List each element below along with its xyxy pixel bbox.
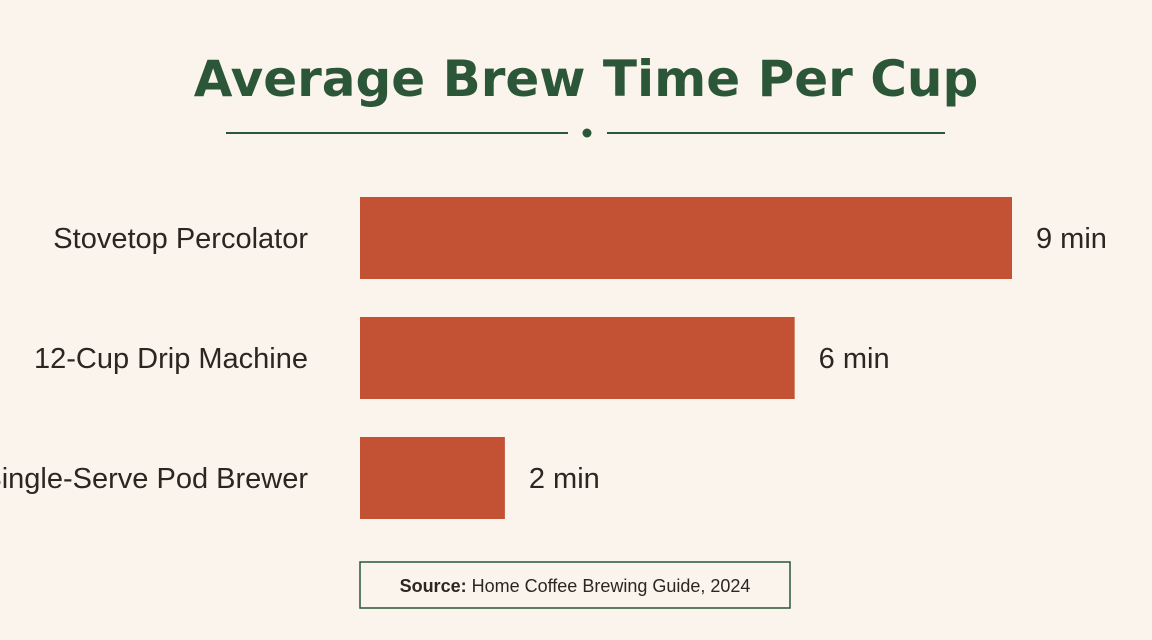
source-label: Source:: [400, 576, 467, 596]
bar-stovetop-percolator: [360, 197, 1012, 279]
bar-single-serve-pod-brewer: [360, 437, 505, 519]
source-line: Source: Home Coffee Brewing Guide, 2024: [400, 576, 751, 596]
chart-title: Average Brew Time Per Cup: [194, 50, 979, 108]
source-border: [359, 561, 791, 609]
bar-12-cup-drip-machine: [360, 317, 795, 399]
bars: Stovetop Percolator 9 min 12-Cup Drip Mach…: [0, 197, 1107, 519]
divider-dot: [582, 128, 592, 138]
category-label-stovetop-percolator: Stovetop Percolator: [53, 223, 308, 255]
value-label-12-cup-drip-machine: 6 min: [819, 343, 890, 375]
title-divider: [226, 128, 945, 138]
category-label-12-cup-drip-machine: 12-Cup Drip Machine: [34, 343, 308, 375]
category-label-single-serve-pod-brewer: Single-Serve Pod Brewer: [0, 463, 308, 495]
value-label-stovetop-percolator: 9 min: [1036, 223, 1107, 255]
source-box: Source: Home Coffee Brewing Guide, 2024: [359, 561, 791, 609]
value-label-single-serve-pod-brewer: 2 min: [529, 463, 600, 495]
source-text: Home Coffee Brewing Guide, 2024: [472, 576, 751, 596]
